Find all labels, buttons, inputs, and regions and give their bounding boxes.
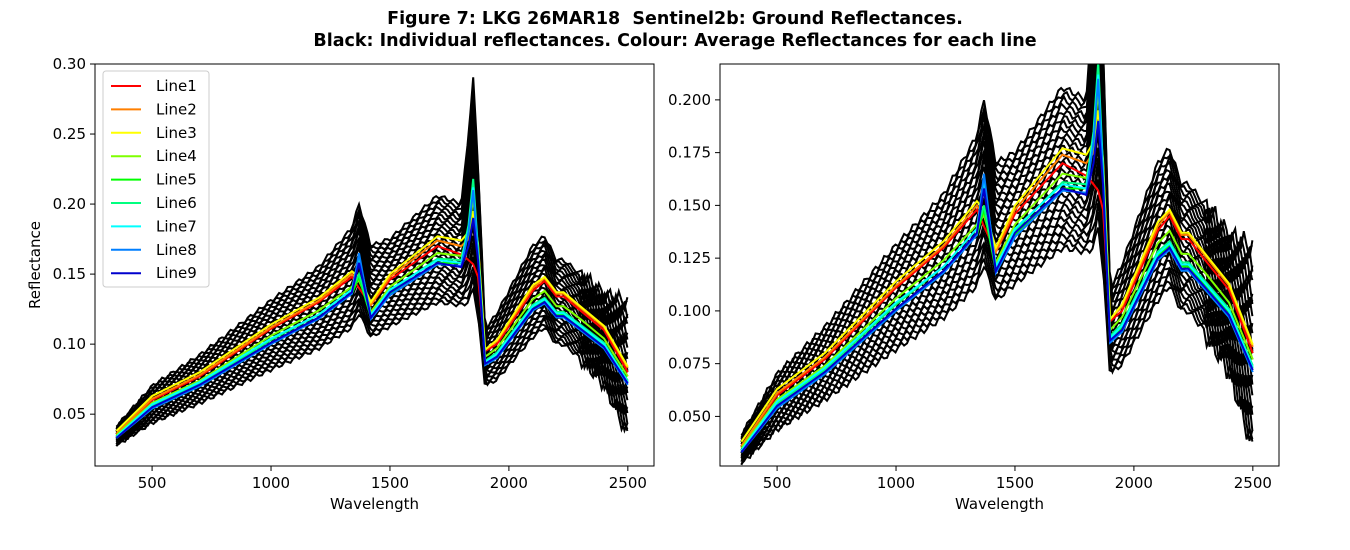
- y-tick-label: 0.075: [668, 355, 711, 373]
- legend-label-line2: Line2: [156, 100, 197, 118]
- individual-reflectance-line: [740, 64, 1254, 448]
- series-line-line8: [115, 189, 629, 439]
- individual-reflectance-line: [115, 256, 628, 445]
- y-axis-label: Reflectance: [26, 221, 44, 309]
- individual-reflectance-line: [740, 211, 1254, 465]
- y-tick-label: 0.30: [53, 55, 86, 73]
- series-line-line1: [740, 161, 1254, 447]
- x-tick-label: 1500: [371, 474, 409, 492]
- individual-reflectance-line: [740, 64, 1254, 438]
- x-axis-label: Wavelength: [955, 495, 1044, 513]
- x-tick-label: 1000: [877, 474, 915, 492]
- panel-left: 500 1000 1500 2000 2500 0.05 0.10 0.15 0.20 0.25 0…: [26, 55, 655, 513]
- plot-area-right: [740, 64, 1254, 466]
- legend-label-line9: Line9: [156, 264, 197, 282]
- individual-reflectance-line: [740, 64, 1254, 436]
- x-tick-label: 2000: [1115, 474, 1153, 492]
- individual-reflectance-line: [740, 179, 1253, 463]
- individual-reflectance-line: [740, 64, 1254, 443]
- legend: Line1 Line2 Line3 Line4 Line5 Line6 Line7 Line8…: [102, 70, 210, 288]
- x-tick-label: 1500: [996, 474, 1034, 492]
- legend-label-line7: Line7: [156, 217, 197, 235]
- y-tick-label: 0.10: [53, 335, 86, 353]
- x-tick-label: 2500: [609, 474, 647, 492]
- series-line-line1: [115, 244, 629, 435]
- series-line-line9: [115, 217, 629, 439]
- x-tick-label: 2000: [490, 474, 528, 492]
- legend-label-line8: Line8: [156, 241, 197, 259]
- figure-title-line1: Figure 7: LKG 26MAR18 Sentinel2b: Ground…: [387, 9, 963, 29]
- y-tick-label: 0.25: [53, 125, 86, 143]
- individual-reflectance-line: [115, 285, 629, 447]
- legend-label-line4: Line4: [156, 147, 197, 165]
- series-line-line2: [740, 120, 1254, 447]
- y-tick-label: 0.05: [53, 405, 86, 423]
- series-line-line2: [115, 217, 629, 435]
- individual-reflectance-line: [115, 140, 629, 435]
- y-tick-label: 0.200: [668, 91, 711, 109]
- y-tick-label: 0.125: [668, 249, 711, 267]
- individual-reflectance-line: [115, 266, 629, 443]
- individual-reflectance-line: [740, 64, 1254, 443]
- y-tick-label: 0.150: [668, 196, 711, 214]
- figure-title: Figure 7: LKG 26MAR18 Sentinel2b: Ground…: [0, 8, 1350, 52]
- y-tick-label: 0.15: [53, 265, 86, 283]
- x-tick-label: 1000: [252, 474, 290, 492]
- individual-reflectance-line: [740, 64, 1254, 440]
- x-tick-label: 2500: [1234, 474, 1272, 492]
- x-tick-label: 500: [763, 474, 792, 492]
- axes-frame: [94, 63, 655, 467]
- individual-reflectance-line: [115, 96, 629, 428]
- y-tick-label: 0.20: [53, 195, 86, 213]
- individual-reflectance-line: [115, 119, 629, 432]
- plot-area-left: [115, 77, 629, 447]
- series-line-line9: [740, 120, 1254, 453]
- individual-reflectance-line: [740, 194, 1254, 459]
- legend-label-line1: Line1: [156, 77, 197, 95]
- panel-right: 500 1000 1500 2000 2500 0.050 0.075 0.100 0.125 0…: [668, 63, 1280, 513]
- individual-reflectance-line: [115, 77, 629, 429]
- axes-frame: [719, 63, 1280, 467]
- series-line-line8: [740, 78, 1254, 453]
- figure-title-line2: Black: Individual reflectances. Colour: …: [313, 31, 1037, 51]
- legend-label-line5: Line5: [156, 171, 197, 189]
- y-tick-label: 0.175: [668, 144, 711, 162]
- x-tick-label: 500: [138, 474, 167, 492]
- y-tick-label: 0.100: [668, 302, 711, 320]
- individual-reflectance-line: [115, 108, 629, 432]
- individual-reflectance-line: [115, 87, 628, 430]
- legend-label-line6: Line6: [156, 194, 197, 212]
- individual-reflectance-line: [740, 227, 1254, 466]
- legend-box: [102, 70, 210, 288]
- x-axis-label: Wavelength: [330, 495, 419, 513]
- y-tick-label: 0.050: [668, 407, 711, 425]
- legend-label-line3: Line3: [156, 124, 197, 142]
